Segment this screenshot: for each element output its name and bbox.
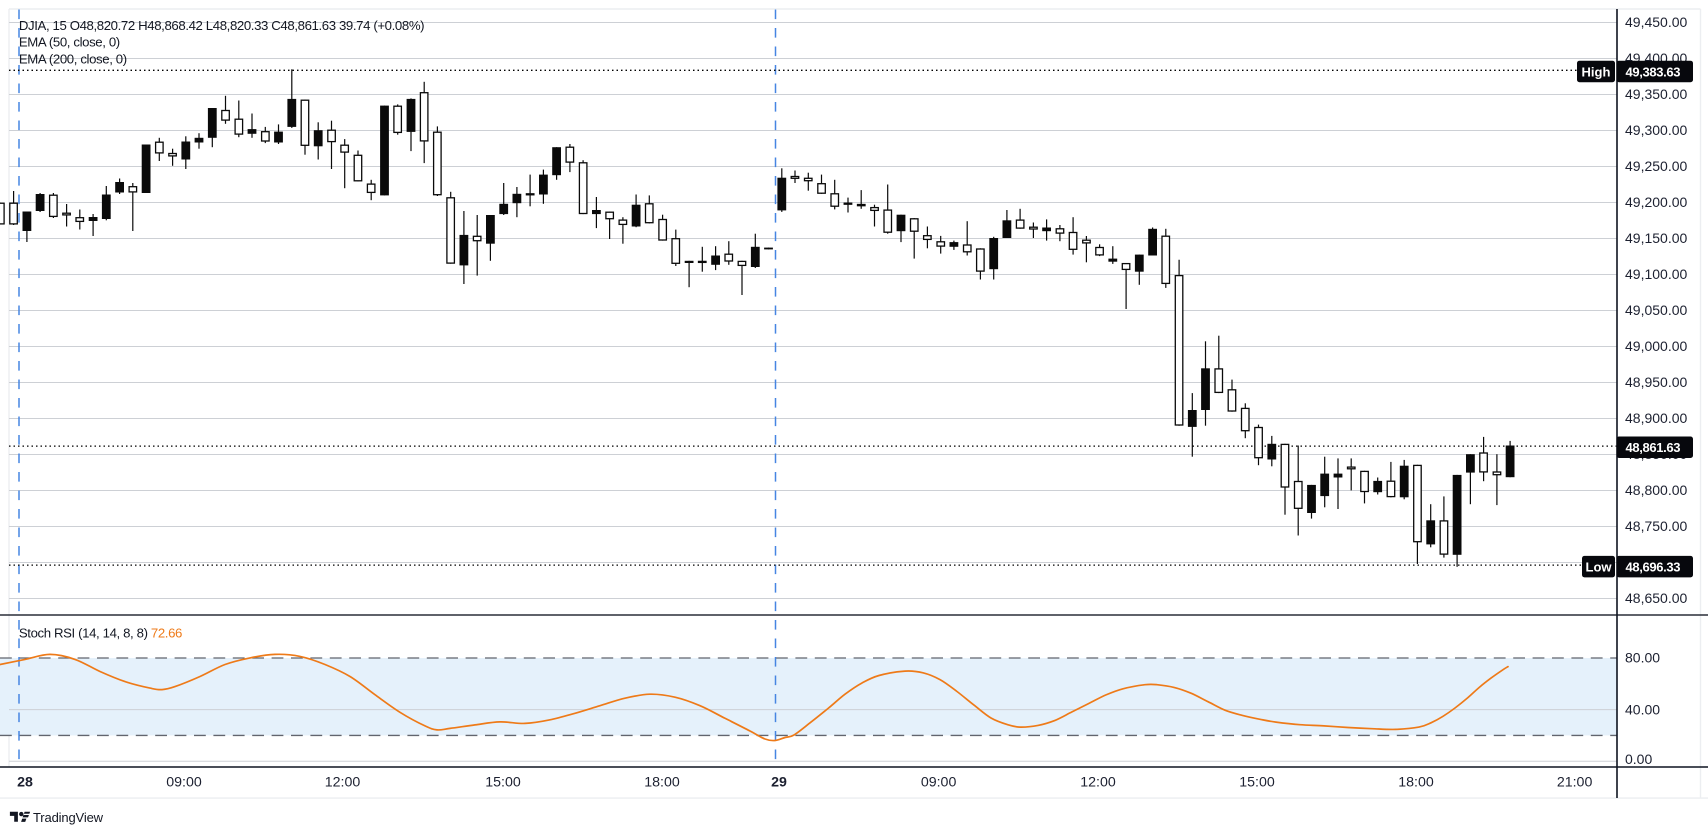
svg-text:49,000.00: 49,000.00 — [1625, 338, 1687, 354]
svg-text:15:00: 15:00 — [485, 775, 521, 791]
svg-text:48,800.00: 48,800.00 — [1625, 482, 1687, 498]
svg-text:18:00: 18:00 — [644, 775, 680, 791]
svg-text:49,350.00: 49,350.00 — [1625, 86, 1687, 102]
svg-text:09:00: 09:00 — [166, 775, 202, 791]
svg-text:49,150.00: 49,150.00 — [1625, 230, 1687, 246]
svg-text:49,300.00: 49,300.00 — [1625, 122, 1687, 138]
svg-text:29: 29 — [771, 775, 787, 791]
svg-text:49,450.00: 49,450.00 — [1625, 14, 1687, 30]
svg-text:Stoch RSI (14, 14, 8, 8) 72.6: Stoch RSI (14, 14, 8, 8) 72.66 — [19, 625, 182, 640]
svg-text:49,383.63: 49,383.63 — [1626, 64, 1681, 79]
svg-text:18:00: 18:00 — [1398, 775, 1434, 791]
svg-text:48,696.33: 48,696.33 — [1626, 560, 1681, 575]
svg-text:48,950.00: 48,950.00 — [1625, 374, 1687, 390]
svg-text:Low: Low — [1586, 560, 1613, 575]
svg-text:48,650.00: 48,650.00 — [1625, 590, 1687, 606]
svg-text:12:00: 12:00 — [325, 775, 361, 791]
svg-text:21:00: 21:00 — [1557, 775, 1593, 791]
svg-text:28: 28 — [17, 775, 33, 791]
svg-text:EMA (200, close, 0): EMA (200, close, 0) — [19, 52, 127, 67]
svg-text:48,861.63: 48,861.63 — [1626, 440, 1681, 455]
svg-text:48,900.00: 48,900.00 — [1625, 410, 1687, 426]
svg-text:12:00: 12:00 — [1080, 775, 1116, 791]
svg-text:High: High — [1582, 64, 1611, 79]
svg-text:49,250.00: 49,250.00 — [1625, 158, 1687, 174]
svg-text:DJIA, 15 O48,820.72 H48,868.: DJIA, 15 O48,820.72 H48,868.42 L48,820.3… — [19, 18, 424, 33]
svg-text:EMA (50, close, 0): EMA (50, close, 0) — [19, 34, 120, 49]
svg-text:80.00: 80.00 — [1625, 650, 1660, 666]
svg-text:49,100.00: 49,100.00 — [1625, 266, 1687, 282]
svg-text:0.00: 0.00 — [1625, 751, 1652, 767]
svg-text:49,200.00: 49,200.00 — [1625, 194, 1687, 210]
svg-text:49,050.00: 49,050.00 — [1625, 302, 1687, 318]
svg-text:TradingView: TradingView — [33, 810, 104, 825]
svg-text:48,750.00: 48,750.00 — [1625, 518, 1687, 534]
svg-text:09:00: 09:00 — [921, 775, 957, 791]
svg-text:40.00: 40.00 — [1625, 701, 1660, 717]
svg-text:15:00: 15:00 — [1239, 775, 1275, 791]
